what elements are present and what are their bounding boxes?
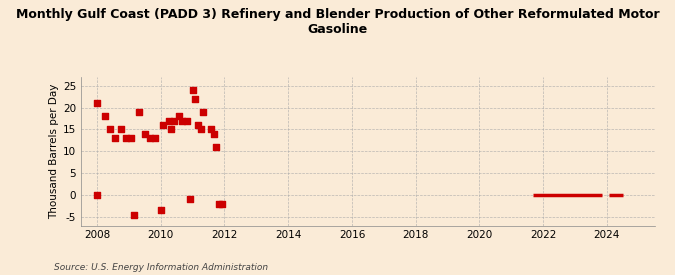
Text: Source: U.S. Energy Information Administration: Source: U.S. Energy Information Administ…	[54, 263, 268, 272]
Point	[209, 131, 219, 136]
Point	[126, 136, 137, 140]
Point	[185, 197, 196, 202]
Point	[192, 123, 203, 127]
Point	[198, 110, 209, 114]
Point	[163, 119, 174, 123]
Point	[173, 114, 184, 119]
Point	[105, 127, 115, 132]
Point	[217, 202, 227, 206]
Y-axis label: Thousand Barrels per Day: Thousand Barrels per Day	[49, 84, 59, 219]
Point	[99, 114, 110, 119]
Point	[139, 131, 150, 136]
Point	[187, 88, 198, 92]
Point	[166, 127, 177, 132]
Point	[158, 123, 169, 127]
Point	[182, 119, 192, 123]
Point	[206, 127, 217, 132]
Point	[129, 212, 140, 217]
Point	[190, 97, 200, 101]
Point	[155, 208, 166, 212]
Text: Monthly Gulf Coast (PADD 3) Refinery and Blender Production of Other Reformulate: Monthly Gulf Coast (PADD 3) Refinery and…	[16, 8, 659, 36]
Point	[211, 145, 222, 149]
Point	[144, 136, 155, 140]
Point	[121, 136, 132, 140]
Point	[195, 127, 206, 132]
Point	[115, 127, 126, 132]
Point	[177, 119, 188, 123]
Point	[150, 136, 161, 140]
Point	[134, 110, 144, 114]
Point	[213, 202, 224, 206]
Point	[169, 119, 180, 123]
Point	[92, 193, 103, 197]
Point	[92, 101, 103, 105]
Point	[110, 136, 121, 140]
